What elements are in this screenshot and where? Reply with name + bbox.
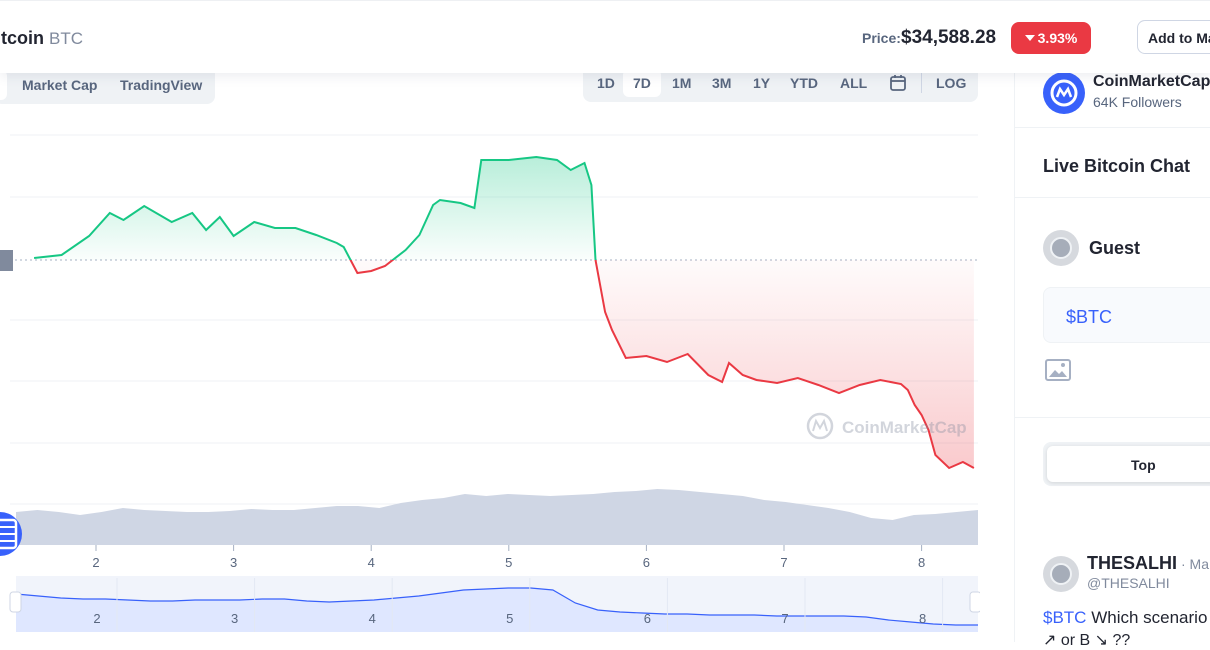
- price-chart[interactable]: 2 3 4 5 6 7 8 CoinMarketCap 2 3 4 5 6 7 8: [0, 110, 980, 642]
- price-label: Price:: [862, 30, 901, 46]
- price-area-down: [34, 260, 974, 468]
- follower-count: 64K Followers: [1093, 94, 1182, 110]
- tab-top-label: Top: [1131, 457, 1156, 473]
- price-value: $34,588.28: [901, 27, 997, 48]
- post-timestamp: · Ma: [1181, 556, 1209, 572]
- x-tick-label: 8: [918, 555, 925, 570]
- navigator-tick-label: 2: [93, 611, 100, 626]
- x-tick-label: 3: [230, 555, 237, 570]
- price-line-down: [349, 260, 975, 470]
- navigator-fill: [16, 588, 978, 632]
- watermark-logo-mark: [812, 418, 828, 432]
- price-change-value: 3.93%: [1037, 30, 1078, 46]
- navigator-left-handle[interactable]: [9, 591, 22, 613]
- community-brand-name[interactable]: CoinMarketCap: [1093, 73, 1210, 90]
- range-all[interactable]: ALL: [840, 75, 868, 91]
- post-avatar[interactable]: [1043, 556, 1079, 592]
- tab-top[interactable]: Top: [1047, 446, 1210, 482]
- image-upload-icon[interactable]: [1045, 359, 1071, 381]
- coin-symbol: BTC: [49, 29, 83, 48]
- range-1d[interactable]: 1D: [597, 75, 615, 91]
- post-text: Which scenario: [1086, 608, 1208, 627]
- x-tick-label: 4: [368, 555, 375, 570]
- caret-down-icon: [1024, 35, 1035, 41]
- volume-area: [16, 489, 978, 545]
- post-body-line2: ↗ or B ↘ ??: [1043, 632, 1131, 649]
- tab-market-cap[interactable]: Market Cap: [22, 77, 98, 93]
- navigator-tick-label: 3: [231, 611, 238, 626]
- guest-name: Guest: [1089, 238, 1141, 258]
- coin-header-bar: itcoin BTC Price: $34,588.28 3.93% Add t…: [0, 0, 1210, 73]
- video-icon[interactable]: [0, 512, 22, 556]
- range-1m[interactable]: 1M: [672, 75, 692, 91]
- post-body: $BTC Which scenario: [1043, 608, 1207, 628]
- post-cashtag[interactable]: $BTC: [1043, 608, 1087, 627]
- navigator-tick-label: 7: [781, 611, 788, 626]
- price-area-up: [34, 157, 974, 260]
- navigator-tick-label: 8: [919, 611, 926, 626]
- log-scale-toggle[interactable]: LOG: [936, 75, 967, 91]
- divider: [1015, 197, 1210, 198]
- watermark: CoinMarketCap: [806, 412, 967, 440]
- tab-price[interactable]: [0, 70, 7, 100]
- range-7d[interactable]: 7D: [623, 69, 661, 97]
- range-1y[interactable]: 1Y: [753, 75, 771, 91]
- feed-tabs: Top: [1043, 442, 1210, 486]
- price-change-badge: 3.93%: [1011, 22, 1091, 54]
- range-3m[interactable]: 3M: [712, 75, 732, 91]
- tab-tradingview[interactable]: TradingView: [120, 77, 203, 93]
- x-tick-label: 5: [505, 555, 512, 570]
- navigator-right-handle[interactable]: [969, 591, 980, 613]
- price-line-up: [33, 155, 597, 260]
- chat-message-text: $BTC: [1066, 307, 1113, 327]
- calendar-icon[interactable]: [889, 74, 907, 92]
- add-to-watchlist-button[interactable]: Add to Ma: [1137, 20, 1210, 54]
- divider: [1015, 417, 1210, 418]
- watermark-logo-icon: [806, 412, 834, 440]
- x-tick-label: 6: [643, 555, 650, 570]
- community-sidebar: CoinMarketCap 64K Followers Live Bitcoin…: [1014, 72, 1210, 649]
- divider: [1015, 127, 1210, 128]
- navigator-line: [15, 587, 978, 626]
- coinmarketcap-logo-icon[interactable]: [1043, 72, 1085, 114]
- coin-name: itcoin: [0, 28, 44, 48]
- x-tick-label: 2: [92, 555, 99, 570]
- post-author-name[interactable]: THESALHI: [1087, 553, 1177, 573]
- navigator-tick-label: 4: [369, 611, 376, 626]
- guest-avatar: [1043, 230, 1079, 266]
- range-divider: [921, 73, 922, 93]
- x-tick-label: 7: [780, 555, 787, 570]
- navigator-tick-label: 6: [644, 611, 651, 626]
- x-axis: 2 3 4 5 6 7 8: [92, 545, 925, 570]
- watermark-text: CoinMarketCap: [842, 418, 967, 437]
- chat-message-input[interactable]: $BTC: [1043, 287, 1210, 343]
- baseline-price-marker: [0, 250, 13, 271]
- post-author-handle[interactable]: @THESALHI: [1087, 575, 1170, 591]
- chat-title: Live Bitcoin Chat: [1043, 156, 1191, 176]
- navigator-axis: 2 3 4 5 6 7 8: [93, 578, 944, 632]
- range-ytd[interactable]: YTD: [790, 75, 818, 91]
- navigator-tick-label: 5: [506, 611, 513, 626]
